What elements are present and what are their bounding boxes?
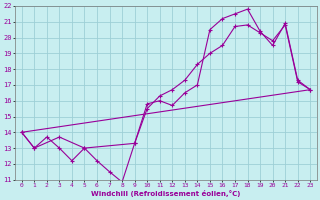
X-axis label: Windchill (Refroidissement éolien,°C): Windchill (Refroidissement éolien,°C) [91,190,241,197]
